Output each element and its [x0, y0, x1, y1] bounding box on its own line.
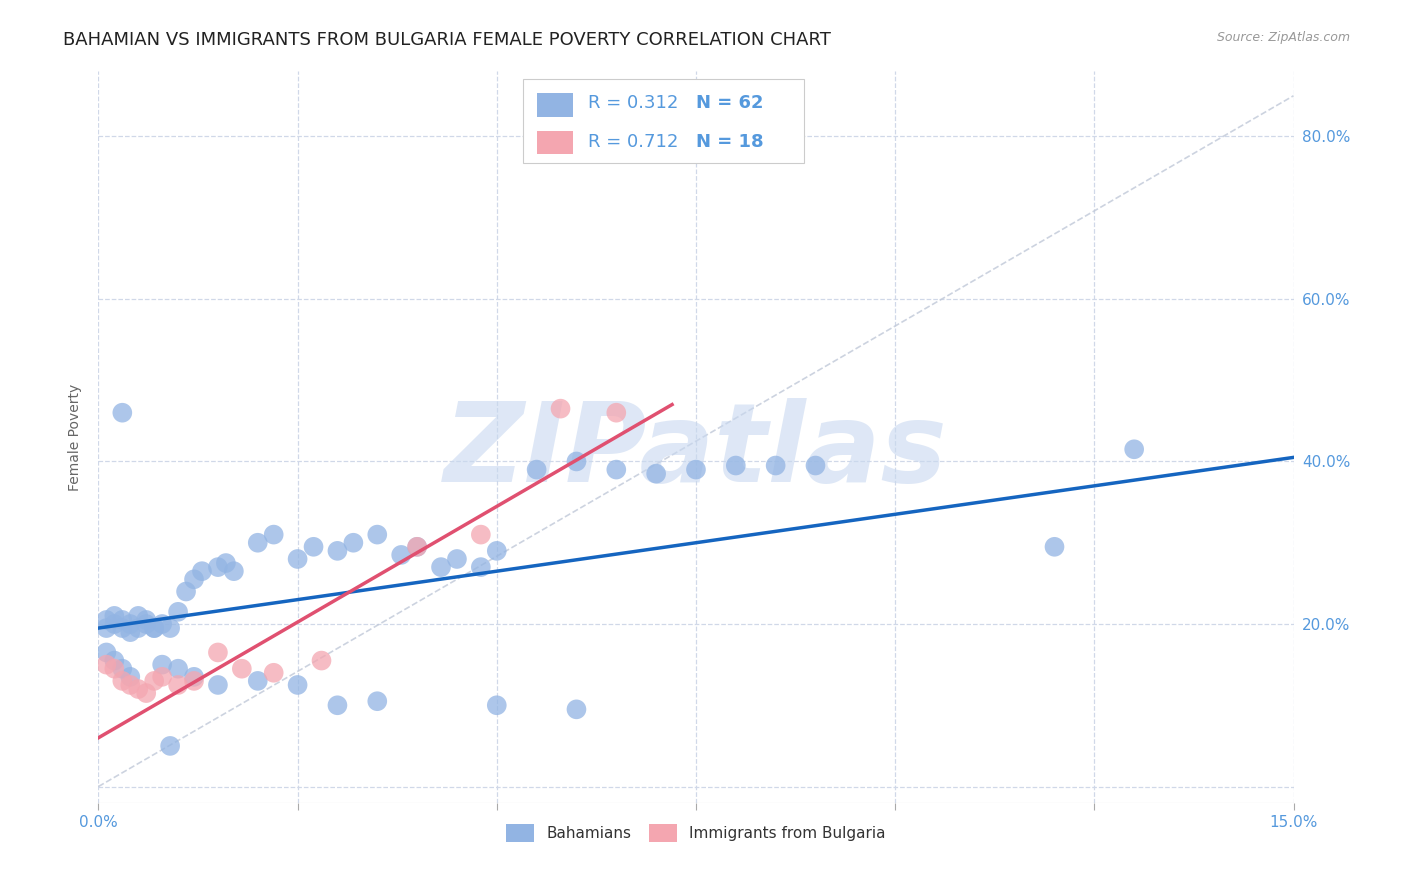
- Point: [724, 458, 747, 473]
- Point: [470, 527, 492, 541]
- Point: [120, 617, 142, 632]
- Point: [103, 662, 125, 676]
- Point: [103, 654, 125, 668]
- Point: [565, 702, 588, 716]
- Point: [183, 673, 205, 688]
- Point: [167, 678, 190, 692]
- Point: [246, 535, 269, 549]
- Point: [685, 462, 707, 476]
- Point: [150, 670, 173, 684]
- Point: [366, 527, 388, 541]
- Point: [406, 540, 429, 554]
- Text: N = 18: N = 18: [696, 133, 763, 151]
- Point: [326, 698, 349, 713]
- Point: [143, 673, 166, 688]
- Point: [605, 406, 627, 420]
- Point: [96, 657, 118, 672]
- Point: [326, 544, 349, 558]
- Text: BAHAMIAN VS IMMIGRANTS FROM BULGARIA FEMALE POVERTY CORRELATION CHART: BAHAMIAN VS IMMIGRANTS FROM BULGARIA FEM…: [63, 31, 831, 49]
- Point: [96, 613, 118, 627]
- Point: [150, 657, 173, 672]
- Point: [222, 564, 245, 578]
- Point: [96, 645, 118, 659]
- Point: [96, 621, 118, 635]
- Text: ZIPatlas: ZIPatlas: [444, 398, 948, 505]
- Point: [135, 686, 157, 700]
- Point: [765, 458, 787, 473]
- Point: [143, 621, 166, 635]
- Point: [127, 608, 149, 623]
- Y-axis label: Female Poverty: Female Poverty: [69, 384, 83, 491]
- Point: [485, 544, 508, 558]
- Point: [263, 665, 285, 680]
- Point: [231, 662, 253, 676]
- Point: [1123, 442, 1146, 457]
- Point: [183, 572, 205, 586]
- Point: [143, 621, 166, 635]
- Point: [287, 552, 309, 566]
- Point: [191, 564, 214, 578]
- Point: [605, 462, 627, 476]
- Point: [406, 540, 429, 554]
- Point: [120, 678, 142, 692]
- Point: [150, 617, 173, 632]
- Point: [111, 406, 134, 420]
- Point: [207, 645, 229, 659]
- Point: [207, 560, 229, 574]
- Point: [207, 678, 229, 692]
- Point: [167, 605, 190, 619]
- Bar: [537, 93, 572, 117]
- Point: [246, 673, 269, 688]
- Point: [167, 662, 190, 676]
- Point: [183, 670, 205, 684]
- Bar: [537, 131, 572, 154]
- Point: [366, 694, 388, 708]
- Point: [389, 548, 412, 562]
- Legend: Bahamians, Immigrants from Bulgaria: Bahamians, Immigrants from Bulgaria: [499, 816, 893, 850]
- Point: [135, 617, 157, 632]
- Point: [135, 613, 157, 627]
- Point: [174, 584, 197, 599]
- Point: [111, 621, 134, 635]
- Point: [159, 739, 181, 753]
- Point: [111, 673, 134, 688]
- Point: [485, 698, 508, 713]
- Text: Source: ZipAtlas.com: Source: ZipAtlas.com: [1216, 31, 1350, 45]
- Point: [550, 401, 572, 416]
- Point: [287, 678, 309, 692]
- Point: [526, 462, 548, 476]
- Point: [446, 552, 468, 566]
- Point: [302, 540, 325, 554]
- Point: [565, 454, 588, 468]
- Point: [311, 654, 333, 668]
- Text: N = 62: N = 62: [696, 94, 763, 112]
- Point: [1043, 540, 1066, 554]
- Point: [263, 527, 285, 541]
- Point: [645, 467, 668, 481]
- Point: [120, 625, 142, 640]
- Text: R = 0.712: R = 0.712: [589, 133, 679, 151]
- Point: [342, 535, 364, 549]
- Point: [111, 662, 134, 676]
- Point: [103, 608, 125, 623]
- Point: [120, 670, 142, 684]
- Point: [470, 560, 492, 574]
- Point: [127, 681, 149, 696]
- Point: [127, 621, 149, 635]
- Point: [159, 621, 181, 635]
- Point: [804, 458, 827, 473]
- Bar: [523, 78, 804, 163]
- Point: [111, 613, 134, 627]
- Text: R = 0.312: R = 0.312: [589, 94, 679, 112]
- Point: [103, 617, 125, 632]
- Point: [215, 556, 238, 570]
- Point: [430, 560, 453, 574]
